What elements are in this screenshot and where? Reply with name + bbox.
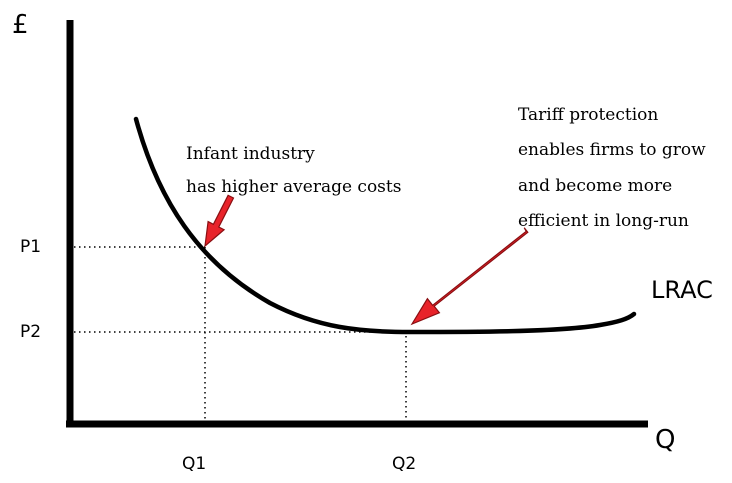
tariff-annotation-line-1: Tariff protection — [518, 105, 658, 125]
infant-annotation-line-1: Infant industry — [186, 144, 315, 164]
q1-label: Q1 — [182, 454, 206, 474]
infant-arrow-shape — [204, 194, 235, 248]
tariff-arrow-shape — [410, 227, 529, 326]
p2-label: P2 — [20, 322, 41, 342]
p1-label: P1 — [20, 237, 41, 257]
y-axis-label: £ — [12, 10, 29, 40]
tariff-annotation-line-3: and become more — [518, 176, 672, 196]
tariff-protection-annotation: Tariff protection enables firms to grow … — [518, 105, 711, 231]
x-axis-label: Q — [655, 425, 675, 455]
tariff-annotation-line-4: efficient in long-run — [518, 211, 689, 231]
infant-industry-annotation: Infant industry has higher average costs — [186, 144, 401, 197]
q2-label: Q2 — [392, 454, 416, 474]
tariff-protection-arrow — [410, 227, 529, 326]
lrac-label: LRAC — [651, 276, 713, 304]
infant-annotation-line-2: has higher average costs — [186, 177, 401, 197]
lrac-curve — [133, 116, 637, 335]
infant-industry-arrow — [204, 194, 235, 248]
tariff-annotation-line-2: enables firms to grow — [518, 140, 706, 160]
